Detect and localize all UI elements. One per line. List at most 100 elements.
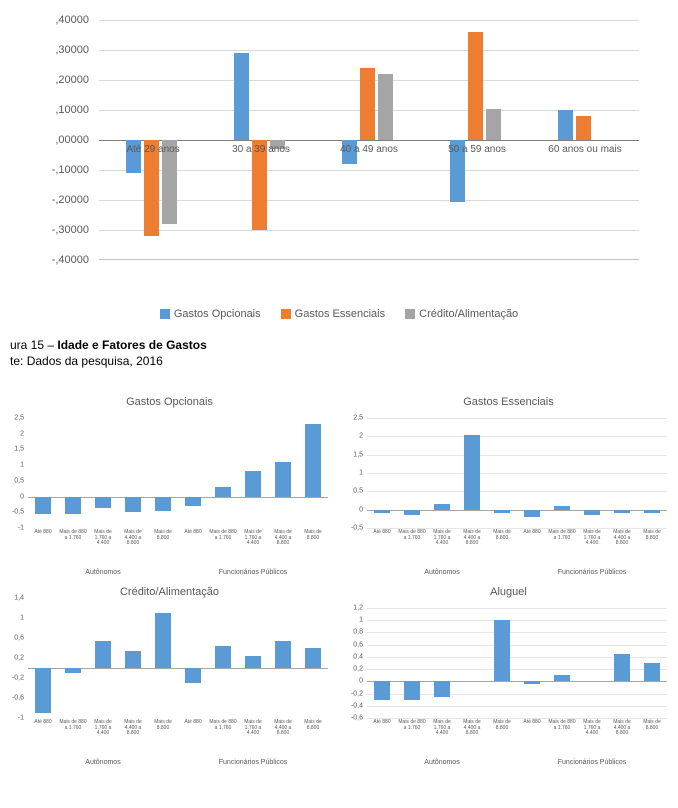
x-axis-label: Mais de 880 a 1.760 bbox=[547, 720, 577, 731]
x-axis-label: Mais de 4.400 a 8.800 bbox=[607, 720, 637, 737]
y-axis-label: -0,4 bbox=[341, 702, 363, 709]
bar bbox=[524, 510, 541, 517]
figure-caption: ura 15 – Idade e Fatores de Gastos bbox=[10, 338, 678, 352]
grid-line bbox=[99, 20, 639, 21]
bar bbox=[35, 668, 52, 713]
bar bbox=[644, 510, 661, 514]
bar bbox=[360, 68, 375, 140]
bar bbox=[494, 510, 511, 514]
y-axis-label: 1,4 bbox=[2, 595, 24, 602]
x-axis-label: Até 880 bbox=[517, 530, 547, 536]
grid-line bbox=[99, 230, 639, 231]
small-chart: Aluguel-0,6-0,4-0,200,20,40,60,811,2Até … bbox=[339, 578, 678, 768]
x-axis-label: Mais de 880 a 1.760 bbox=[208, 530, 238, 541]
y-axis-label: 0 bbox=[341, 506, 363, 513]
y-axis-label: 1 bbox=[341, 617, 363, 624]
legend-swatch bbox=[405, 309, 415, 319]
y-axis-label: 1 bbox=[2, 462, 24, 469]
group-label: Autônomos bbox=[85, 759, 120, 766]
bar bbox=[524, 681, 541, 684]
small-chart-title: Aluguel bbox=[339, 586, 678, 598]
bar bbox=[378, 74, 393, 140]
bar bbox=[305, 424, 322, 496]
bar bbox=[275, 462, 292, 497]
x-axis-label: Até 880 bbox=[517, 720, 547, 726]
y-axis-label: 0 bbox=[2, 493, 24, 500]
small-chart-title: Crédito/Alimentação bbox=[0, 586, 339, 598]
zero-line bbox=[99, 140, 639, 141]
y-axis-label: 0,2 bbox=[2, 655, 24, 662]
x-axis-label: Mais de 1.760 a 4.400 bbox=[427, 720, 457, 737]
legend-label: Gastos Essenciais bbox=[295, 308, 385, 320]
small-chart-title: Gastos Opcionais bbox=[0, 396, 339, 408]
y-axis-label: -,30000 bbox=[29, 224, 89, 236]
y-axis-label: ,30000 bbox=[29, 44, 89, 56]
grid-line bbox=[367, 455, 667, 456]
x-axis-label: Mais de 1.760 a 4.400 bbox=[427, 530, 457, 547]
x-axis-label: Mais de 880 a 1.760 bbox=[397, 530, 427, 541]
x-axis-label: Mais de 4.400 a 8.800 bbox=[118, 530, 148, 547]
bar bbox=[464, 435, 481, 510]
small-charts-grid: Gastos Opcionais-1-0,500,511,522,5Até 88… bbox=[0, 388, 678, 768]
bar bbox=[215, 646, 232, 669]
bar bbox=[614, 510, 631, 514]
x-axis-label: Até 880 bbox=[367, 720, 397, 726]
x-axis-label: Mais de 4.400 a 8.800 bbox=[607, 530, 637, 547]
x-axis-label: Mais de 880 a 1.760 bbox=[547, 530, 577, 541]
y-axis-label: ,40000 bbox=[29, 14, 89, 26]
y-axis-label: 0 bbox=[341, 678, 363, 685]
bar bbox=[35, 497, 52, 514]
x-axis-label: Mais de 4.400 a 8.800 bbox=[268, 530, 298, 547]
bar bbox=[95, 641, 112, 669]
legend-item: Crédito/Alimentação bbox=[405, 308, 518, 320]
y-axis-label: 0,5 bbox=[2, 477, 24, 484]
x-axis-label: Até 880 bbox=[367, 530, 397, 536]
small-plot-area bbox=[367, 418, 667, 528]
y-axis-label: 1,5 bbox=[2, 446, 24, 453]
x-axis-label: Até 880 bbox=[28, 720, 58, 726]
group-label: Autônomos bbox=[424, 569, 459, 576]
y-axis-label: 0,6 bbox=[2, 635, 24, 642]
y-axis-label: -0,2 bbox=[2, 675, 24, 682]
x-axis-label: Mais de 1.760 a 4.400 bbox=[238, 720, 268, 737]
source-prefix: te: bbox=[10, 354, 27, 368]
grid-line bbox=[367, 620, 667, 621]
bar bbox=[155, 497, 172, 511]
legend-label: Gastos Opcionais bbox=[174, 308, 261, 320]
x-axis-label: Mais de 880 a 1.760 bbox=[58, 530, 88, 541]
x-axis-label: Até 880 bbox=[28, 530, 58, 536]
small-chart-title: Gastos Essenciais bbox=[339, 396, 678, 408]
grid-line bbox=[367, 436, 667, 437]
small-chart: Gastos Opcionais-1-0,500,511,522,5Até 88… bbox=[0, 388, 339, 578]
bar bbox=[245, 656, 262, 669]
legend-item: Gastos Opcionais bbox=[160, 308, 261, 320]
x-axis-label: Mais de 1.760 a 4.400 bbox=[88, 720, 118, 737]
y-axis-label: 0,6 bbox=[341, 641, 363, 648]
y-axis-label: 1 bbox=[2, 615, 24, 622]
y-axis-label: ,10000 bbox=[29, 104, 89, 116]
legend-item: Gastos Essenciais bbox=[281, 308, 385, 320]
x-axis-label: Mais de 8.800 bbox=[298, 530, 328, 541]
group-label: Autônomos bbox=[85, 569, 120, 576]
y-axis-label: -,10000 bbox=[29, 164, 89, 176]
y-axis-label: 2,5 bbox=[341, 415, 363, 422]
y-axis-label: -,40000 bbox=[29, 254, 89, 266]
bar bbox=[234, 53, 249, 140]
y-axis-label: -1 bbox=[2, 715, 24, 722]
bar bbox=[215, 487, 232, 496]
y-axis-label: 0,2 bbox=[341, 666, 363, 673]
y-axis-label: -0,5 bbox=[2, 509, 24, 516]
bar bbox=[576, 116, 591, 140]
grid-line bbox=[99, 170, 639, 171]
x-axis-label: Mais de 1.760 a 4.400 bbox=[577, 530, 607, 547]
y-axis-label: 0,8 bbox=[341, 629, 363, 636]
y-axis-label: 0,5 bbox=[341, 488, 363, 495]
source-text: Dados da pesquisa, 2016 bbox=[27, 354, 163, 368]
group-label: Funcionários Públicos bbox=[558, 569, 626, 576]
x-axis-label: 40 a 49 anos bbox=[340, 144, 398, 155]
bar bbox=[494, 620, 511, 681]
bar bbox=[644, 663, 661, 681]
bar bbox=[95, 497, 112, 508]
grid-line bbox=[367, 645, 667, 646]
bar bbox=[614, 654, 631, 682]
